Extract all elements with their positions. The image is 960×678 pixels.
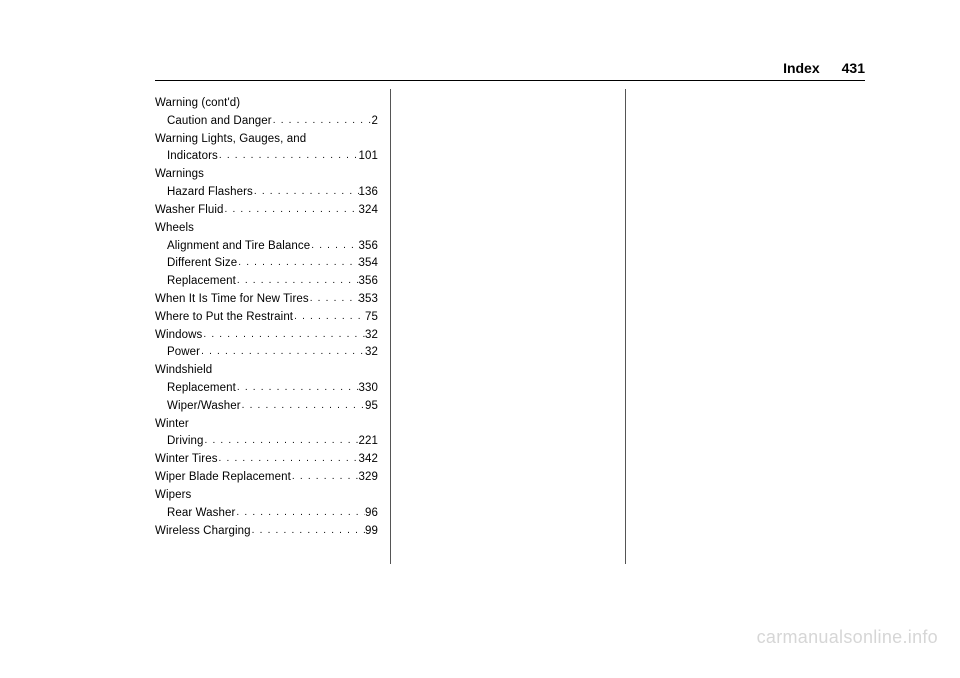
index-entry-label: Warning Lights, Gauges, and <box>155 131 306 149</box>
leader-dots <box>253 184 359 200</box>
index-entry-label: Rear Washer <box>167 505 235 523</box>
index-entry-page: 32 <box>365 327 378 345</box>
index-entry-page: 330 <box>359 380 379 398</box>
index-entry: Windshield <box>155 362 378 380</box>
index-entry-page: 96 <box>365 505 378 523</box>
index-entry-label: Indicators <box>167 148 218 166</box>
leader-dots <box>235 505 365 521</box>
header-page-number: 431 <box>842 60 865 76</box>
index-entry: Driving 221 <box>155 433 378 451</box>
index-col-2 <box>390 89 625 564</box>
page-header: Index 431 <box>155 60 865 81</box>
index-entry-label: Power <box>167 344 200 362</box>
leader-dots <box>237 255 358 271</box>
index-entry-page: 354 <box>359 255 379 273</box>
index-entry-page: 136 <box>359 184 379 202</box>
index-entry: Wheels <box>155 220 378 238</box>
leader-dots <box>291 469 359 485</box>
index-entry: Wiper/Washer 95 <box>155 398 378 416</box>
leader-dots <box>310 238 358 254</box>
index-columns: Warning (cont'd)Caution and Danger 2 Warni… <box>155 89 865 564</box>
index-entry-label: Where to Put the Restraint <box>155 309 293 327</box>
index-entry-page: 75 <box>365 309 378 327</box>
index-entry-label: Wiper Blade Replacement <box>155 469 291 487</box>
index-entry: Winter <box>155 416 378 434</box>
index-entry-label: Wheels <box>155 220 194 238</box>
leader-dots <box>200 344 365 360</box>
index-entry-label: Warning (cont'd) <box>155 95 240 113</box>
leader-dots <box>236 380 359 396</box>
index-entry-label: Wireless Charging <box>155 523 251 541</box>
leader-dots <box>202 327 365 343</box>
index-entry: Wiper Blade Replacement 329 <box>155 469 378 487</box>
index-entry-page: 32 <box>365 344 378 362</box>
index-entry-page: 356 <box>359 238 379 256</box>
index-entry-label: Different Size <box>167 255 237 273</box>
watermark-text: carmanualsonline.info <box>757 627 938 648</box>
index-entry: Warning (cont'd) <box>155 95 378 113</box>
index-entry-label: Windshield <box>155 362 212 380</box>
page-root: Index 431 Warning (cont'd)Caution and Da… <box>0 0 960 678</box>
index-entry-label: Driving <box>167 433 204 451</box>
leader-dots <box>218 148 359 164</box>
index-entry-page: 2 <box>372 113 379 131</box>
index-entry-label: Caution and Danger <box>167 113 272 131</box>
index-entry-label: Windows <box>155 327 202 345</box>
index-entry: Indicators 101 <box>155 148 378 166</box>
index-entry: Alignment and Tire Balance 356 <box>155 238 378 256</box>
index-entry-page: 353 <box>359 291 379 309</box>
leader-dots <box>309 291 359 307</box>
leader-dots <box>251 523 365 539</box>
index-entry-label: Hazard Flashers <box>167 184 253 202</box>
index-entry-page: 356 <box>359 273 379 291</box>
index-entry: Caution and Danger 2 <box>155 113 378 131</box>
index-entry: Where to Put the Restraint 75 <box>155 309 378 327</box>
index-entry: Replacement 356 <box>155 273 378 291</box>
leader-dots <box>272 113 372 129</box>
index-entry-page: 342 <box>359 451 379 469</box>
index-entry-label: Alignment and Tire Balance <box>167 238 310 256</box>
index-entry: Winter Tires 342 <box>155 451 378 469</box>
index-entry-label: Winter <box>155 416 189 434</box>
index-entry-page: 101 <box>359 148 379 166</box>
index-entry: Different Size 354 <box>155 255 378 273</box>
index-entry-label: Warnings <box>155 166 204 184</box>
index-entry: When It Is Time for New Tires 353 <box>155 291 378 309</box>
index-entry-page: 324 <box>359 202 379 220</box>
leader-dots <box>224 202 359 218</box>
index-entry: Warnings <box>155 166 378 184</box>
index-entry-label: Winter Tires <box>155 451 218 469</box>
index-entry: Washer Fluid 324 <box>155 202 378 220</box>
index-entry-label: Replacement <box>167 380 236 398</box>
header-section-label: Index <box>783 60 820 76</box>
index-entry: Wipers <box>155 487 378 505</box>
index-entry: Hazard Flashers 136 <box>155 184 378 202</box>
leader-dots <box>241 398 365 414</box>
index-entry: Rear Washer 96 <box>155 505 378 523</box>
index-entry: Wireless Charging 99 <box>155 523 378 541</box>
leader-dots <box>293 309 365 325</box>
index-entry-page: 99 <box>365 523 378 541</box>
index-entry-label: Wipers <box>155 487 191 505</box>
leader-dots <box>236 273 359 289</box>
index-entry: Power 32 <box>155 344 378 362</box>
index-entry-page: 95 <box>365 398 378 416</box>
index-entry-label: Washer Fluid <box>155 202 224 220</box>
index-col-3 <box>625 89 860 564</box>
index-entry-page: 329 <box>359 469 379 487</box>
index-entry: Windows 32 <box>155 327 378 345</box>
leader-dots <box>218 451 359 467</box>
index-entry-label: Replacement <box>167 273 236 291</box>
index-entry: Warning Lights, Gauges, and <box>155 131 378 149</box>
leader-dots <box>204 433 359 449</box>
index-entry-page: 221 <box>359 433 379 451</box>
index-entry-label: When It Is Time for New Tires <box>155 291 309 309</box>
index-entry: Replacement 330 <box>155 380 378 398</box>
index-entry-label: Wiper/Washer <box>167 398 241 416</box>
index-col-1: Warning (cont'd)Caution and Danger 2 Warni… <box>155 89 390 564</box>
